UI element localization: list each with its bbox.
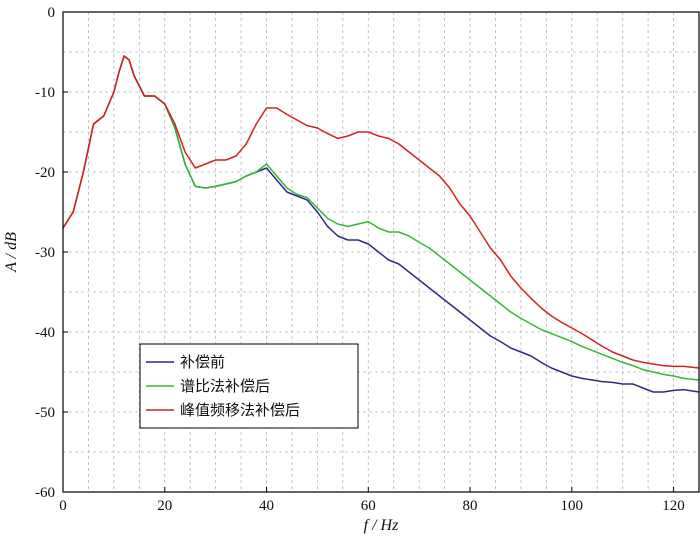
x-tick-label: 0 <box>59 498 67 514</box>
legend-label: 补偿前 <box>180 353 225 371</box>
x-tick-label: 80 <box>463 498 478 514</box>
y-tick-label: -30 <box>35 245 55 261</box>
y-axis-title: A / dB <box>3 232 20 273</box>
x-tick-label: 20 <box>157 498 172 514</box>
y-tick-label: 0 <box>48 5 56 21</box>
series-line-2 <box>62 55 700 381</box>
legend-label: 峰值频移法补偿后 <box>180 401 300 419</box>
legend-label: 谱比法补偿后 <box>180 377 270 395</box>
x-tick-label: 60 <box>361 498 376 514</box>
y-tick-label: -40 <box>35 325 55 341</box>
grid <box>63 12 699 492</box>
y-tick-label: -10 <box>35 85 55 101</box>
x-axis-title: f / Hz <box>364 517 399 534</box>
legend-box <box>139 343 359 429</box>
y-tick-label: -60 <box>35 485 55 501</box>
series-layer <box>62 55 700 393</box>
y-tick-label: -50 <box>35 405 55 421</box>
x-tick-label: 120 <box>662 498 685 514</box>
tick-layer: 0 20 40 60 80 100 120 0 -10 -20 -30 -40 -50 -60 <box>35 5 685 514</box>
x-tick-label: 40 <box>259 498 274 514</box>
y-tick-label: -20 <box>35 165 55 181</box>
x-tick-label: 100 <box>561 498 584 514</box>
series-line-1 <box>62 55 700 393</box>
series-line-3 <box>62 55 700 369</box>
